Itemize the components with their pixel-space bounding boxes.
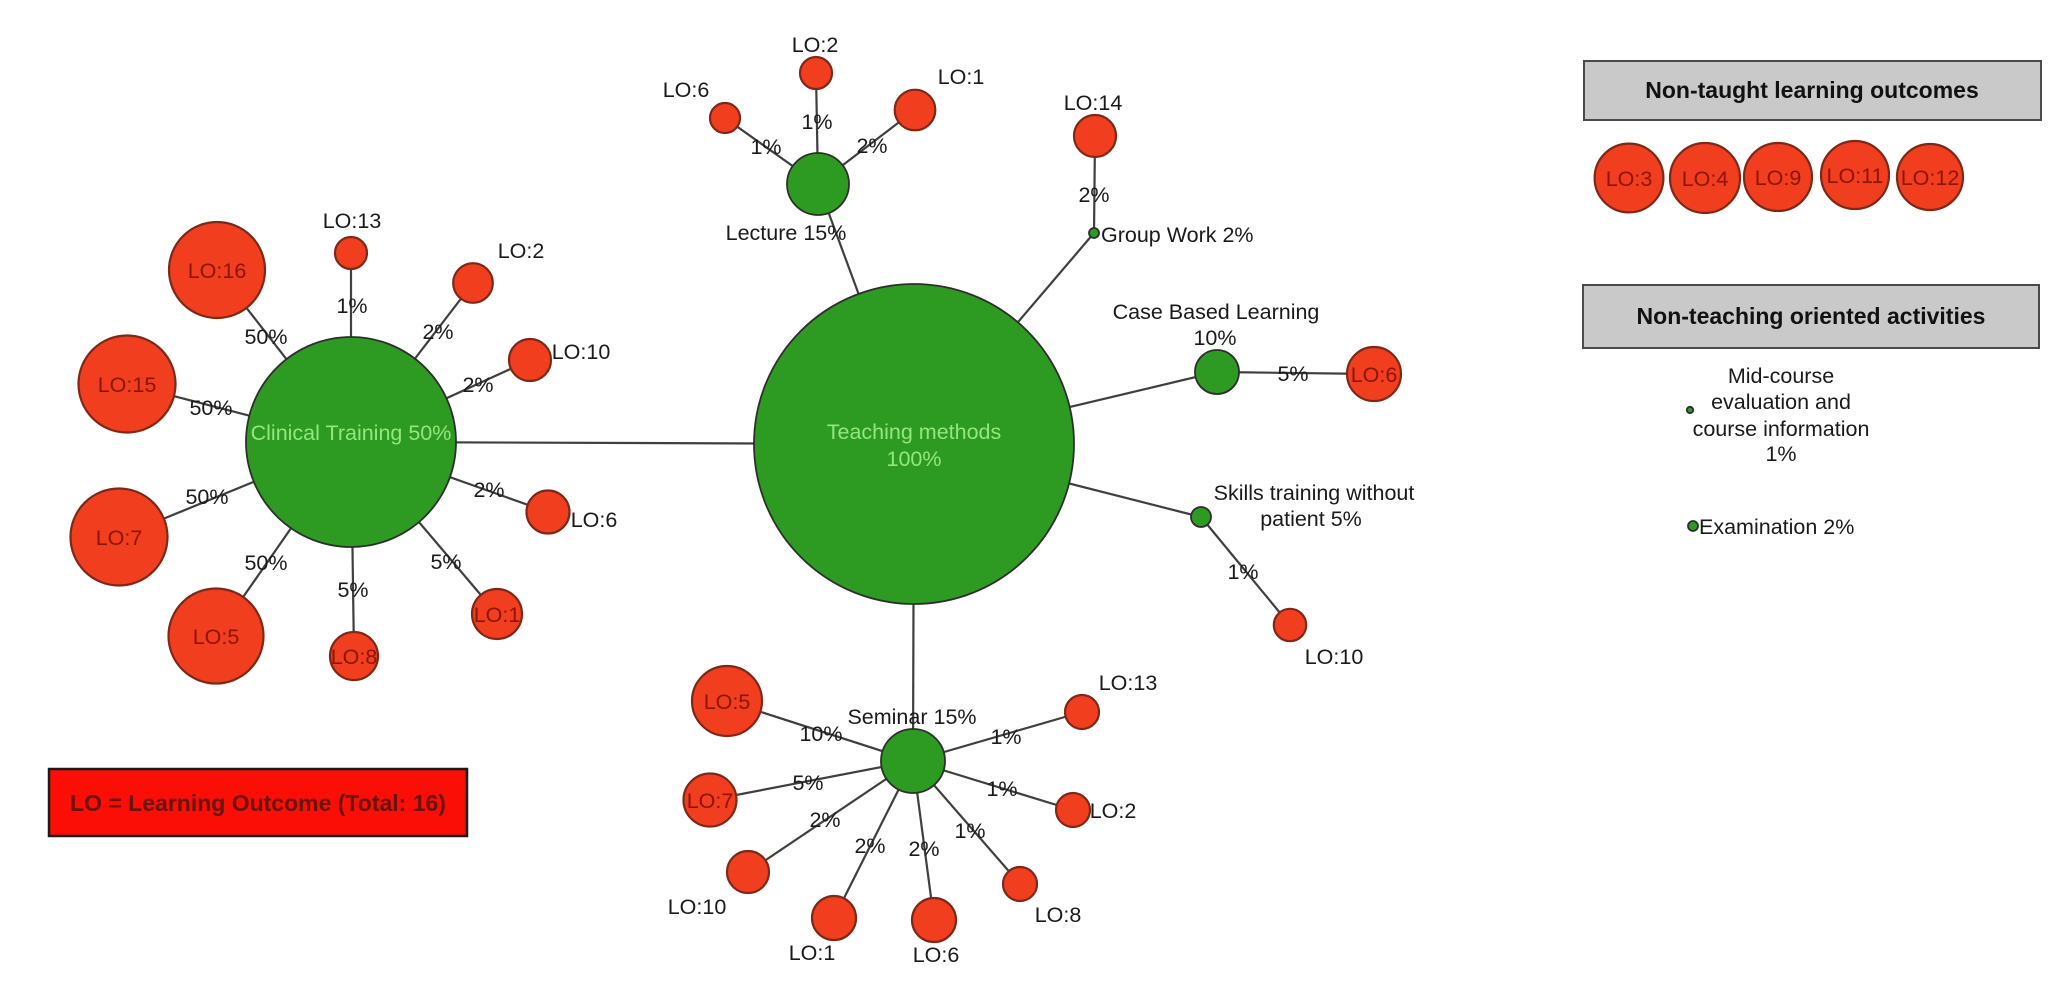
svg-text:2%: 2%	[1078, 183, 1109, 207]
svg-text:Group Work 2%: Group Work 2%	[1101, 223, 1254, 247]
svg-text:LO:2: LO:2	[792, 33, 839, 57]
svg-text:LO:15: LO:15	[98, 373, 157, 397]
svg-text:LO:9: LO:9	[1755, 166, 1802, 190]
svg-text:1%: 1%	[986, 777, 1017, 801]
svg-text:patient 5%: patient 5%	[1260, 507, 1362, 531]
svg-text:1%: 1%	[954, 819, 985, 843]
svg-text:Mid-course: Mid-course	[1728, 364, 1834, 388]
svg-text:5%: 5%	[1277, 362, 1308, 386]
svg-text:LO:16: LO:16	[188, 259, 247, 283]
svg-text:LO:8: LO:8	[1035, 903, 1082, 927]
svg-text:LO:11: LO:11	[1827, 164, 1884, 188]
svg-text:LO:6: LO:6	[913, 943, 960, 967]
svg-text:LO:2: LO:2	[1090, 799, 1137, 823]
svg-text:Clinical Training 50%: Clinical Training 50%	[251, 421, 452, 445]
svg-text:2%: 2%	[809, 808, 840, 832]
svg-text:LO:10: LO:10	[668, 895, 727, 919]
svg-text:50%: 50%	[244, 551, 287, 575]
svg-text:50%: 50%	[189, 396, 232, 420]
svg-text:LO:14: LO:14	[1064, 91, 1123, 115]
svg-text:LO:8: LO:8	[331, 645, 378, 669]
svg-text:LO:2: LO:2	[498, 239, 545, 263]
svg-text:LO:13: LO:13	[1099, 671, 1158, 695]
svg-text:Case Based Learning: Case Based Learning	[1113, 300, 1320, 324]
svg-text:LO:6: LO:6	[1351, 363, 1398, 387]
svg-text:5%: 5%	[792, 771, 823, 795]
svg-text:LO:10: LO:10	[1305, 645, 1364, 669]
svg-text:2%: 2%	[856, 134, 887, 158]
svg-text:LO:3: LO:3	[1606, 167, 1653, 191]
svg-text:50%: 50%	[185, 485, 228, 509]
svg-text:1%: 1%	[990, 725, 1021, 749]
svg-text:LO:1: LO:1	[474, 603, 521, 627]
svg-text:Non-taught learning outcomes: Non-taught learning outcomes	[1645, 77, 1979, 103]
svg-text:2%: 2%	[473, 478, 504, 502]
svg-text:LO:12: LO:12	[1901, 166, 1960, 190]
svg-text:100%: 100%	[887, 447, 942, 471]
svg-text:evaluation and: evaluation and	[1711, 390, 1851, 414]
svg-text:Teaching methods: Teaching methods	[827, 420, 1002, 444]
svg-text:Lecture 15%: Lecture 15%	[726, 221, 847, 245]
svg-text:2%: 2%	[854, 834, 885, 858]
svg-text:LO:6: LO:6	[663, 78, 710, 102]
svg-text:Skills training without: Skills training without	[1214, 481, 1415, 505]
svg-text:1%: 1%	[1765, 442, 1796, 466]
svg-text:1%: 1%	[1227, 560, 1258, 584]
svg-text:1%: 1%	[336, 294, 367, 318]
svg-text:5%: 5%	[337, 578, 368, 602]
svg-text:2%: 2%	[422, 320, 453, 344]
svg-text:LO:5: LO:5	[704, 690, 751, 714]
svg-text:LO:7: LO:7	[96, 526, 143, 550]
svg-text:course information: course information	[1693, 417, 1870, 441]
svg-text:LO:7: LO:7	[687, 789, 734, 813]
svg-text:LO:13: LO:13	[323, 209, 382, 233]
svg-text:Seminar 15%: Seminar 15%	[847, 705, 976, 729]
svg-text:2%: 2%	[908, 837, 939, 861]
svg-text:Non-teaching oriented activiti: Non-teaching oriented activities	[1637, 303, 1986, 329]
svg-text:LO:1: LO:1	[789, 941, 836, 965]
svg-text:LO:4: LO:4	[1682, 167, 1729, 191]
svg-text:LO = Learning Outcome (Total:: LO = Learning Outcome (Total: 16)	[70, 790, 446, 816]
svg-text:Examination 2%: Examination 2%	[1699, 515, 1854, 539]
svg-text:LO:5: LO:5	[193, 625, 240, 649]
svg-text:LO:10: LO:10	[552, 340, 611, 364]
svg-text:2%: 2%	[462, 373, 493, 397]
svg-text:10%: 10%	[799, 722, 842, 746]
svg-text:10%: 10%	[1193, 326, 1236, 350]
svg-text:1%: 1%	[750, 135, 781, 159]
svg-text:50%: 50%	[244, 325, 287, 349]
svg-text:LO:1: LO:1	[938, 65, 985, 89]
svg-text:5%: 5%	[430, 550, 461, 574]
svg-text:1%: 1%	[801, 110, 832, 134]
svg-text:LO:6: LO:6	[571, 508, 618, 532]
